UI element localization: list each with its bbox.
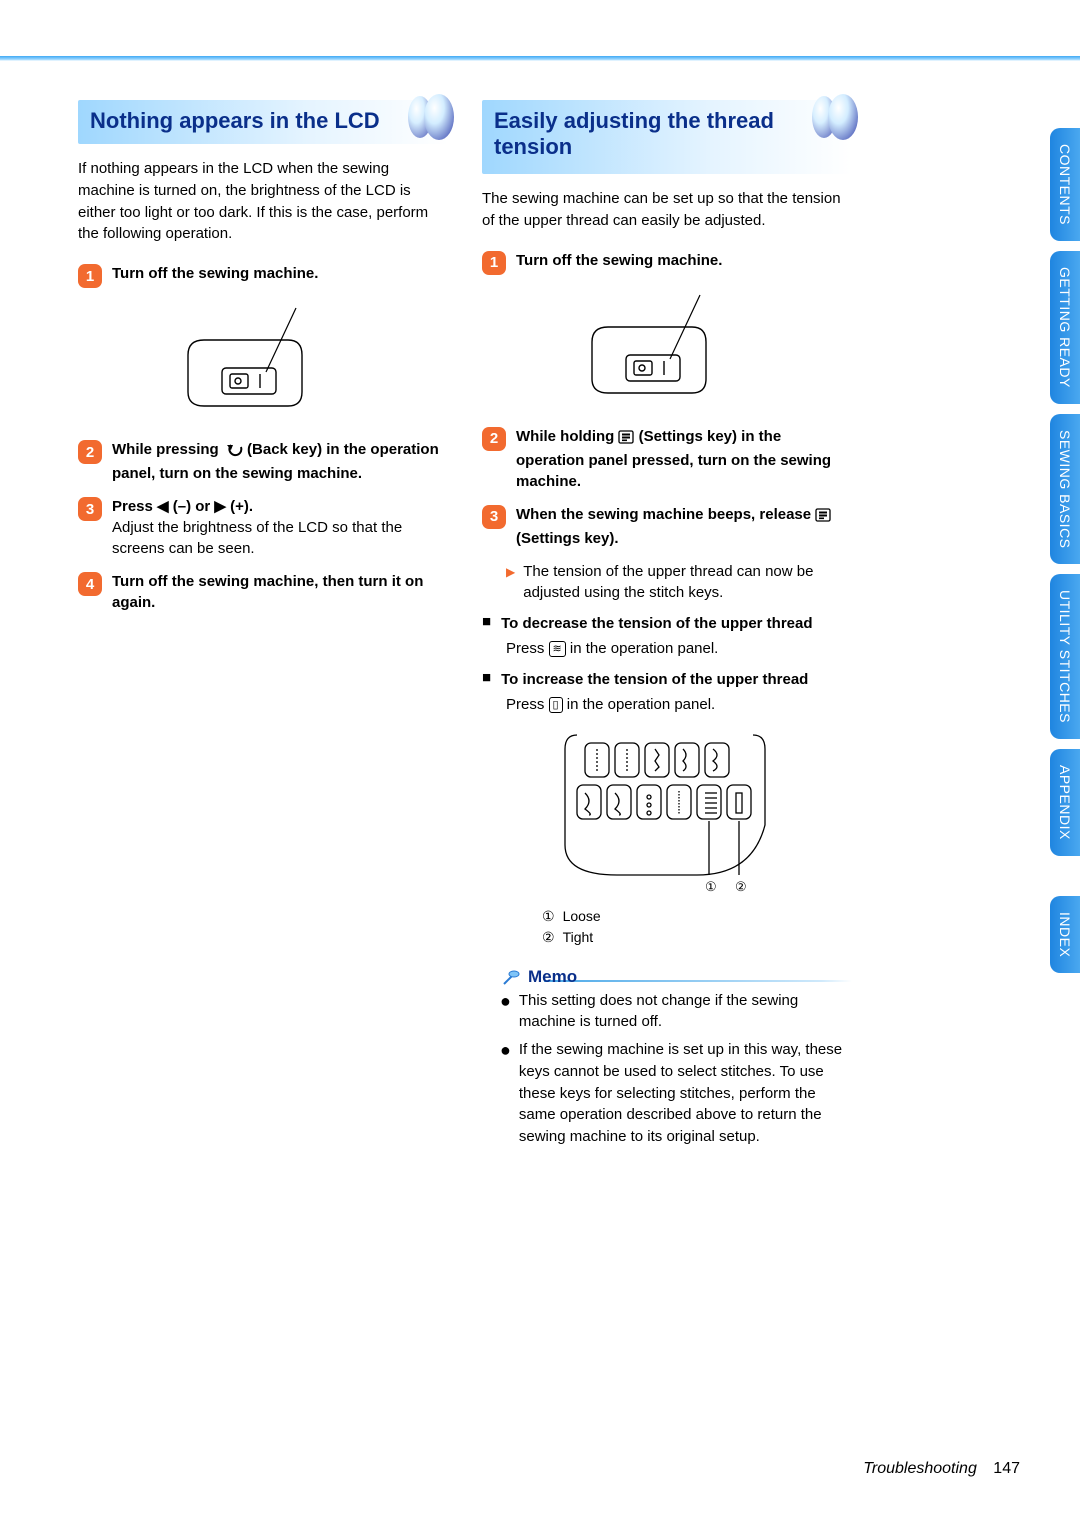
back-key-icon: [223, 442, 243, 463]
left-step2-pre: While pressing: [112, 441, 223, 458]
tab-utility-stitches[interactable]: UTILITY STITCHES: [1050, 574, 1080, 739]
footer-page-number: 147: [993, 1460, 1020, 1477]
decrease-tension-body: Press ≋ in the operation panel.: [506, 638, 852, 659]
right-step3-sub-text: The tension of the upper thread can now …: [523, 561, 852, 603]
left-step1-text: Turn off the sewing machine.: [112, 265, 318, 282]
step-number-icon: 3: [78, 497, 102, 521]
left-step-1: 1 Turn off the sewing machine.: [78, 263, 448, 288]
tab-index[interactable]: INDEX: [1050, 896, 1080, 973]
power-switch-diagram: [78, 300, 448, 423]
memo-divider: [544, 980, 852, 982]
right-section-heading: Easily adjusting the thread tension: [482, 100, 852, 174]
memo-item-2: ● If the sewing machine is set up in thi…: [500, 1039, 852, 1148]
memo-item-1: ● This setting does not change if the se…: [500, 990, 852, 1034]
left-intro: If nothing appears in the LCD when the s…: [78, 158, 448, 245]
tight-stitch-key-icon: ▯: [549, 697, 563, 713]
step-number-icon: 1: [482, 251, 506, 275]
memo2-text: If the sewing machine is set up in this …: [519, 1039, 852, 1148]
legend-1-text: Loose: [563, 906, 601, 927]
tab-sewing-basics[interactable]: SEWING BASICS: [1050, 414, 1080, 565]
right-step1-text: Turn off the sewing machine.: [516, 252, 722, 269]
svg-text:②: ②: [735, 879, 747, 894]
left-section-heading: Nothing appears in the LCD: [78, 100, 448, 144]
step-number-icon: 2: [78, 440, 102, 464]
left-step4-text: Turn off the sewing machine, then turn i…: [112, 573, 423, 611]
increase-tension-body: Press ▯ in the operation panel.: [506, 694, 852, 715]
left-step3-reg: Adjust the brightness of the LCD so that…: [112, 519, 402, 557]
right-step2-pre: While holding: [516, 428, 618, 445]
decrease-tension-head: ■ To decrease the tension of the upper t…: [482, 613, 852, 634]
svg-text:①: ①: [705, 879, 717, 894]
memo-title: Memo: [528, 967, 577, 987]
tab-contents[interactable]: CONTENTS: [1050, 128, 1080, 241]
legend-1-num: ①: [542, 906, 555, 927]
right-step-1: 1 Turn off the sewing machine.: [482, 250, 852, 275]
settings-key-icon: [618, 429, 634, 450]
inc-post: in the operation panel.: [563, 696, 716, 713]
left-step-4: 4 Turn off the sewing machine, then turn…: [78, 571, 448, 613]
left-column: Nothing appears in the LCD If nothing ap…: [78, 100, 448, 1154]
bullet-icon: ●: [500, 992, 511, 1034]
right-step3-sub: ▶ The tension of the upper thread can no…: [506, 561, 852, 603]
square-bullet-icon: ■: [482, 669, 491, 690]
right-step3-post: (Settings key).: [516, 530, 619, 547]
dec-post: in the operation panel.: [566, 640, 719, 657]
step-number-icon: 4: [78, 572, 102, 596]
tab-getting-ready[interactable]: GETTING READY: [1050, 251, 1080, 404]
power-switch-diagram-2: [482, 287, 852, 410]
side-tabs: CONTENTS GETTING READY SEWING BASICS UTI…: [890, 128, 1080, 983]
panel-legend: ① Loose ② Tight: [542, 906, 852, 948]
square-bullet-icon: ■: [482, 613, 491, 634]
increase-tension-head: ■ To increase the tension of the upper t…: [482, 669, 852, 690]
page-content: Nothing appears in the LCD If nothing ap…: [78, 100, 852, 1154]
left-step-3: 3 Press ◀ (–) or ▶ (+). Adjust the brigh…: [78, 496, 448, 559]
dec-pre: Press: [506, 640, 549, 657]
step-number-icon: 2: [482, 427, 506, 451]
memo-box: Memo ● This setting does not change if t…: [482, 966, 852, 1148]
left-step-2: 2 While pressing (Back key) in the opera…: [78, 439, 448, 484]
right-heading-text: Easily adjusting the thread tension: [494, 108, 840, 160]
right-step3-pre: When the sewing machine beeps, release: [516, 506, 815, 523]
right-step-2: 2 While holding (Settings key) in the op…: [482, 426, 852, 492]
right-intro: The sewing machine can be set up so that…: [482, 188, 852, 232]
right-step-3: 3 When the sewing machine beeps, release…: [482, 504, 852, 549]
step-number-icon: 1: [78, 264, 102, 288]
page-footer: Troubleshooting 147: [0, 1460, 1020, 1478]
right-column: Easily adjusting the thread tension The …: [482, 100, 852, 1154]
dec-head-text: To decrease the tension of the upper thr…: [501, 613, 852, 634]
loose-stitch-key-icon: ≋: [549, 641, 566, 657]
triangle-bullet-icon: ▶: [506, 564, 515, 603]
stitch-keys-panel-diagram: ① ②: [482, 725, 852, 900]
bullet-icon: ●: [500, 1041, 511, 1148]
page-top-border: [0, 56, 1080, 61]
left-step3-bold: Press ◀ (–) or ▶ (+).: [112, 498, 253, 515]
left-heading-text: Nothing appears in the LCD: [90, 108, 436, 134]
settings-key-icon: [815, 507, 831, 528]
footer-section: Troubleshooting: [863, 1460, 977, 1477]
legend-2-text: Tight: [563, 927, 594, 948]
legend-2-num: ②: [542, 927, 555, 948]
memo1-text: This setting does not change if the sewi…: [519, 990, 852, 1034]
inc-pre: Press: [506, 696, 549, 713]
tab-appendix[interactable]: APPENDIX: [1050, 749, 1080, 856]
inc-head-text: To increase the tension of the upper thr…: [501, 669, 852, 690]
memo-pin-icon: [500, 966, 522, 988]
step-number-icon: 3: [482, 505, 506, 529]
